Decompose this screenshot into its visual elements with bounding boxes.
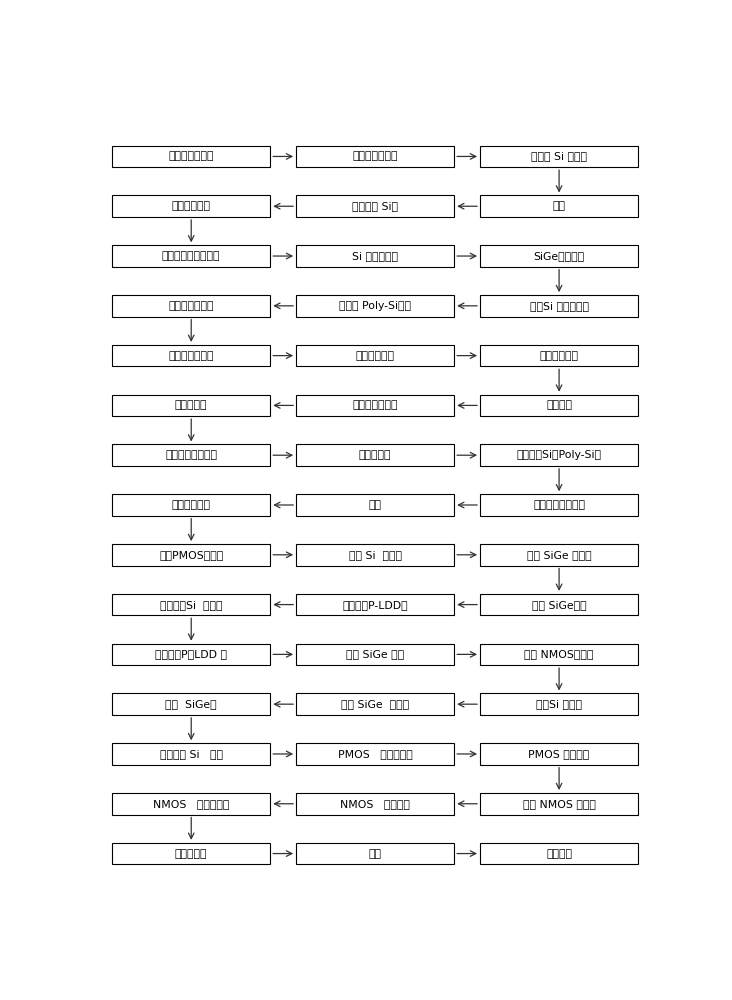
- Bar: [112, 594, 270, 615]
- Text: 光刻基极: 光刻基极: [546, 400, 572, 410]
- Text: NMOS   栅极制备: NMOS 栅极制备: [340, 799, 410, 809]
- Bar: [480, 644, 638, 665]
- Text: NMOS   源漏区制备: NMOS 源漏区制备: [153, 799, 229, 809]
- Text: 给上层 Si 片注氢: 给上层 Si 片注氢: [531, 151, 587, 161]
- Text: Si 集电区外延: Si 集电区外延: [352, 251, 398, 261]
- Text: 光刻集电区隔离: 光刻集电区隔离: [168, 301, 214, 311]
- Bar: [296, 146, 455, 167]
- Bar: [112, 146, 270, 167]
- Bar: [480, 544, 638, 566]
- Bar: [112, 793, 270, 815]
- Text: 本征Si 间隔层制备: 本征Si 间隔层制备: [529, 301, 589, 311]
- Text: 外延  SiGe层: 外延 SiGe层: [165, 699, 217, 709]
- Text: 发射极重掺杂注入: 发射极重掺杂注入: [165, 450, 217, 460]
- Text: 基极重掺杂注入: 基极重掺杂注入: [352, 400, 398, 410]
- Bar: [296, 444, 455, 466]
- Bar: [112, 444, 270, 466]
- Bar: [112, 693, 270, 715]
- Text: 光刻 NMOS有源区: 光刻 NMOS有源区: [524, 649, 594, 659]
- Bar: [296, 345, 455, 366]
- Bar: [480, 245, 638, 267]
- Text: 刻蚀 NMOS 有源区: 刻蚀 NMOS 有源区: [523, 799, 596, 809]
- Bar: [480, 345, 638, 366]
- Text: 外延第一P-LDD层: 外延第一P-LDD层: [343, 600, 408, 610]
- Bar: [480, 594, 638, 615]
- Bar: [296, 245, 455, 267]
- Bar: [480, 195, 638, 217]
- Bar: [296, 594, 455, 615]
- Bar: [296, 644, 455, 665]
- Bar: [480, 146, 638, 167]
- Text: 集电区隔离制备: 集电区隔离制备: [168, 351, 214, 361]
- Text: 深槽隔离制备: 深槽隔离制备: [172, 500, 211, 510]
- Text: 外延 SiGe 渐变层: 外延 SiGe 渐变层: [527, 550, 591, 560]
- Text: 外延应变Si  沟道层: 外延应变Si 沟道层: [160, 600, 223, 610]
- Bar: [296, 295, 455, 317]
- Text: 外延第二P－LDD 层: 外延第二P－LDD 层: [155, 649, 227, 659]
- Text: 光刻双极器件有源区: 光刻双极器件有源区: [162, 251, 220, 261]
- Bar: [480, 693, 638, 715]
- Bar: [112, 494, 270, 516]
- Text: 光刻引线: 光刻引线: [546, 849, 572, 859]
- Text: 剥离上层 Si片: 剥离上层 Si片: [352, 201, 398, 211]
- Text: 外延 SiGe 源区: 外延 SiGe 源区: [346, 649, 404, 659]
- Text: 退火: 退火: [369, 500, 381, 510]
- Bar: [112, 644, 270, 665]
- Bar: [480, 793, 638, 815]
- Bar: [112, 395, 270, 416]
- Text: 基区隔离制备: 基区隔离制备: [539, 351, 578, 361]
- Bar: [112, 295, 270, 317]
- Text: 生长应变 Si   沟道: 生长应变 Si 沟道: [160, 749, 223, 759]
- Bar: [296, 743, 455, 765]
- Bar: [296, 544, 455, 566]
- Bar: [480, 395, 638, 416]
- Bar: [296, 494, 455, 516]
- Bar: [112, 245, 270, 267]
- Text: 光刻引线孔: 光刻引线孔: [175, 849, 207, 859]
- Bar: [296, 843, 455, 864]
- Text: 光刻集电极: 光刻集电极: [359, 450, 392, 460]
- Text: 发射区 Poly-Si制备: 发射区 Poly-Si制备: [339, 301, 411, 311]
- Bar: [480, 494, 638, 516]
- Bar: [480, 843, 638, 864]
- Bar: [296, 793, 455, 815]
- Bar: [480, 444, 638, 466]
- Bar: [112, 195, 270, 217]
- Text: 集电极重掺杂注入: 集电极重掺杂注入: [533, 500, 585, 510]
- Bar: [112, 345, 270, 366]
- Text: 合金: 合金: [369, 849, 381, 859]
- Text: 外延 Si  缓冲层: 外延 Si 缓冲层: [348, 550, 402, 560]
- Bar: [480, 743, 638, 765]
- Text: 键合: 键合: [553, 201, 566, 211]
- Text: 外延 SiGe  渐变层: 外延 SiGe 渐变层: [341, 699, 409, 709]
- Text: 分别生长氧化层: 分别生长氧化层: [352, 151, 398, 161]
- Text: 外延 SiGe漏区: 外延 SiGe漏区: [531, 600, 586, 610]
- Text: 去除本征Si和Poly-Si层: 去除本征Si和Poly-Si层: [517, 450, 602, 460]
- Bar: [112, 743, 270, 765]
- Text: 外延Si 缓冲层: 外延Si 缓冲层: [536, 699, 582, 709]
- Text: PMOS 栅极制备: PMOS 栅极制备: [529, 749, 590, 759]
- Text: 光刻基区隔离: 光刻基区隔离: [356, 351, 395, 361]
- Bar: [296, 395, 455, 416]
- Text: PMOS   漏连接制备: PMOS 漏连接制备: [337, 749, 413, 759]
- Text: 光刻发射极: 光刻发射极: [175, 400, 207, 410]
- Bar: [296, 195, 455, 217]
- Bar: [480, 295, 638, 317]
- Text: 化学机械抛光: 化学机械抛光: [172, 201, 211, 211]
- Text: 选择两片衬底片: 选择两片衬底片: [168, 151, 214, 161]
- Bar: [112, 544, 270, 566]
- Text: SiGe基区制备: SiGe基区制备: [534, 251, 585, 261]
- Text: 光刻PMOS有源区: 光刻PMOS有源区: [159, 550, 223, 560]
- Bar: [112, 843, 270, 864]
- Bar: [296, 693, 455, 715]
